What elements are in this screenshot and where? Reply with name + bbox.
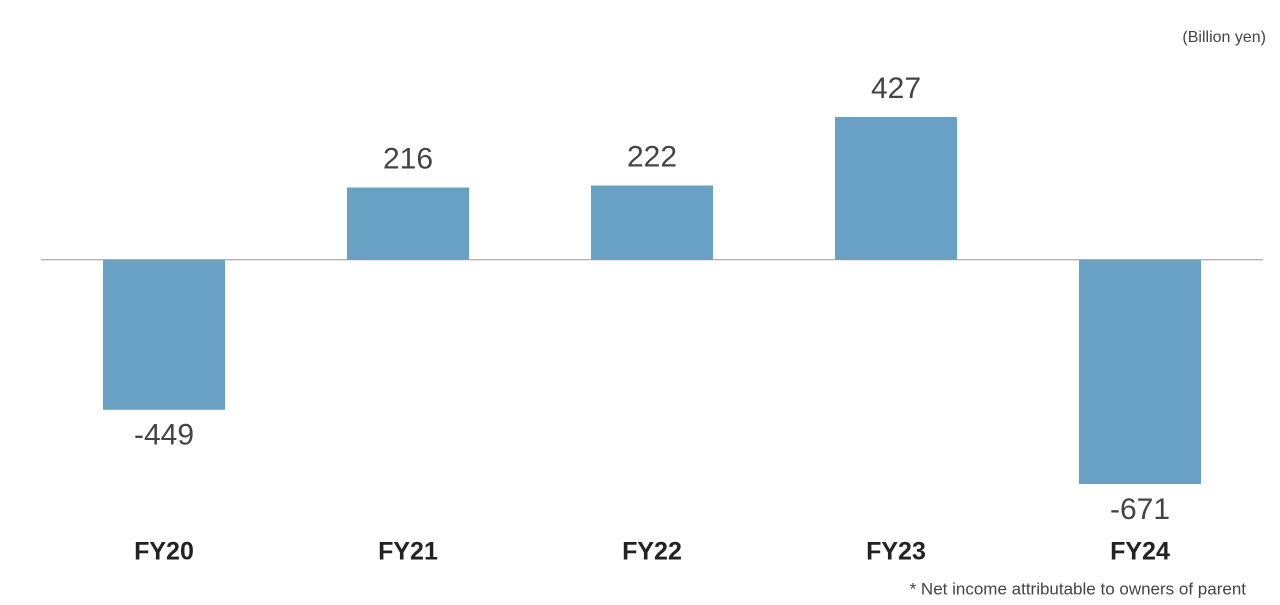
x-tick-label: FY23: [866, 538, 926, 566]
bar: [347, 187, 469, 260]
value-label: -449: [134, 419, 194, 452]
bar: [835, 117, 957, 260]
value-label: -671: [1110, 493, 1170, 526]
bar: [1079, 259, 1201, 484]
x-tick-label: FY22: [622, 538, 682, 566]
footnote: * Net income attributable to owners of p…: [910, 579, 1247, 598]
bar: [103, 259, 225, 410]
x-tick-label: FY24: [1110, 538, 1170, 566]
x-tick-label: FY21: [378, 538, 438, 566]
value-label: 427: [871, 72, 921, 105]
x-tick-label: FY20: [134, 538, 194, 566]
bar: [591, 185, 713, 260]
value-label: 216: [383, 142, 433, 175]
value-label: 222: [627, 140, 677, 173]
unit-label: (Billion yen): [1182, 29, 1266, 46]
